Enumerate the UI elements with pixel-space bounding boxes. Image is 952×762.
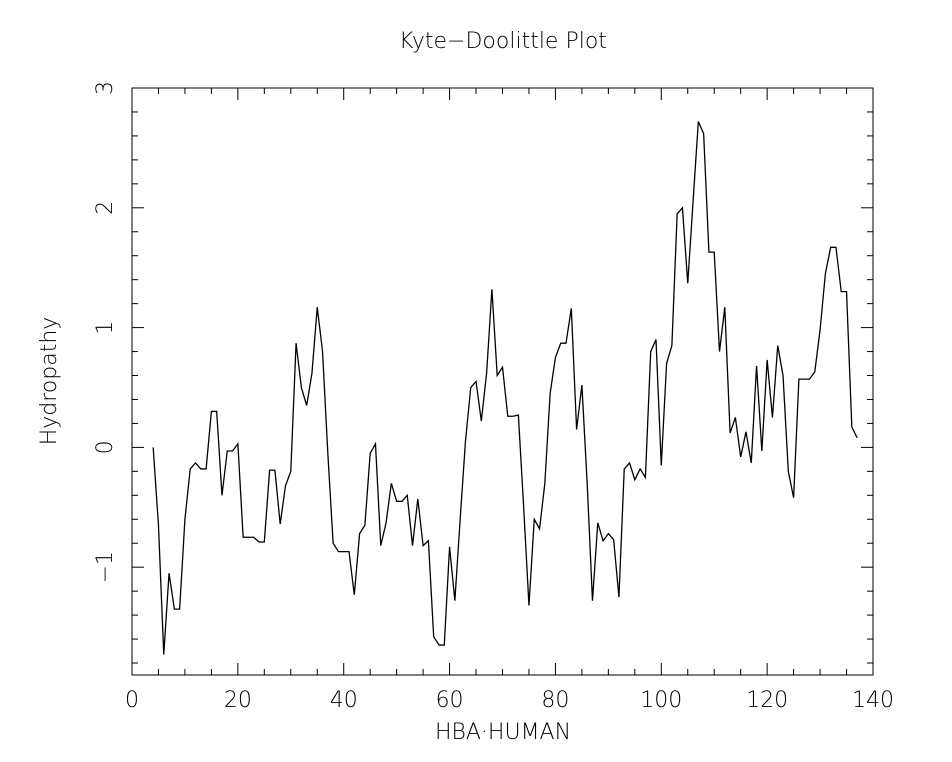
y-tick-label: 1 — [93, 321, 118, 335]
chart-title: Kyte−Doolittle Plot — [399, 29, 607, 54]
x-tick-label: 60 — [436, 688, 464, 713]
plot-frame — [131, 87, 874, 676]
y-tick-label: 2 — [93, 201, 118, 215]
x-tick-label: 100 — [640, 688, 682, 713]
data-line — [152, 121, 858, 655]
y-axis-label: Hydropathy — [37, 317, 62, 446]
x-axis-label: HBA·HUMAN — [435, 720, 571, 745]
x-tick-label: 120 — [746, 688, 788, 713]
y-tick-label: 3 — [93, 81, 118, 95]
x-tick-label: 140 — [852, 688, 894, 713]
y-tick-label: 0 — [93, 440, 118, 454]
x-tick-label: 80 — [541, 688, 569, 713]
x-tick-label: 20 — [224, 688, 252, 713]
y-tick-label: −1 — [93, 551, 118, 583]
x-tick-label: 0 — [125, 688, 139, 713]
x-tick-label: 40 — [330, 688, 358, 713]
